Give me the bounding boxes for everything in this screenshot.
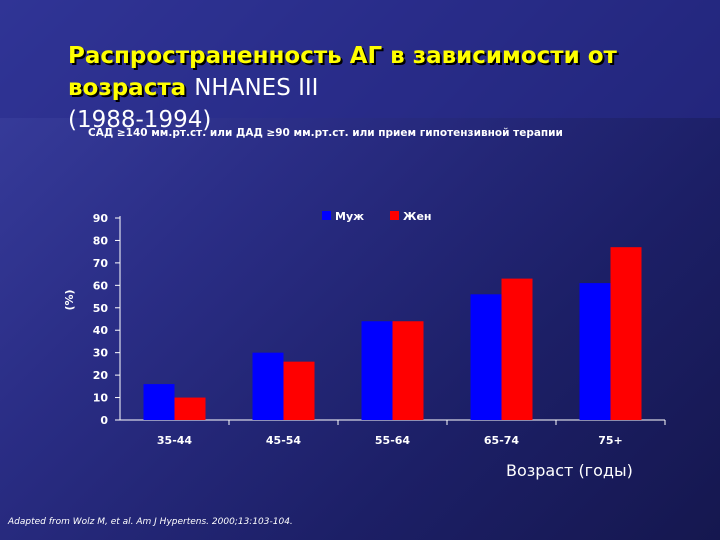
- y-tick-label: 0: [100, 414, 108, 427]
- y-tick-label: 50: [93, 302, 109, 315]
- y-axis-title: (%): [63, 289, 76, 310]
- title-main: Распространенность АГ в зависимости от в…: [68, 43, 617, 101]
- bar-Жен-35-44: [174, 397, 206, 420]
- legend-label: Жен: [403, 210, 432, 223]
- bar-Жен-75+: [610, 247, 642, 420]
- bar-Жен-65-74: [501, 278, 533, 420]
- slide-title: Распространенность АГ в зависимости от в…: [68, 40, 708, 136]
- title-sub: NHANES III: [194, 75, 319, 101]
- title-years: (1988-1994): [68, 107, 212, 133]
- y-tick-label: 20: [93, 369, 109, 382]
- x-tick-label: 35-44: [157, 434, 193, 447]
- y-tick-label: 90: [93, 212, 109, 225]
- x-tick-label: 45-54: [266, 434, 302, 447]
- source-citation: Adapted from Wolz M, et al. Am J Hyperte…: [8, 517, 293, 527]
- x-axis-label: Возраст (годы): [506, 461, 633, 480]
- bar-Муж-65-74: [470, 294, 502, 420]
- x-tick-label: 75+: [598, 434, 623, 447]
- y-tick-label: 80: [93, 234, 109, 247]
- title-band: [0, 0, 720, 118]
- x-tick-label: 55-64: [375, 434, 411, 447]
- bar-Жен-45-54: [283, 361, 315, 420]
- bar-Муж-35-44: [143, 384, 175, 420]
- legend-swatch: [322, 211, 331, 220]
- x-tick-label: 65-74: [484, 434, 520, 447]
- y-tick-label: 40: [93, 324, 109, 337]
- y-tick-label: 70: [93, 257, 109, 270]
- bar-Муж-45-54: [252, 352, 284, 420]
- y-tick-label: 10: [93, 392, 109, 405]
- bar-Жен-55-64: [392, 321, 424, 420]
- bar-Муж-55-64: [361, 321, 393, 420]
- legend-label: Муж: [335, 210, 364, 223]
- legend-swatch: [390, 211, 399, 220]
- y-tick-label: 30: [93, 347, 109, 360]
- y-tick-label: 60: [93, 279, 109, 292]
- bar-Муж-75+: [579, 283, 611, 420]
- criteria-text: САД ≥140 мм.рт.ст. или ДАД ≥90 мм.рт.ст.…: [88, 127, 563, 139]
